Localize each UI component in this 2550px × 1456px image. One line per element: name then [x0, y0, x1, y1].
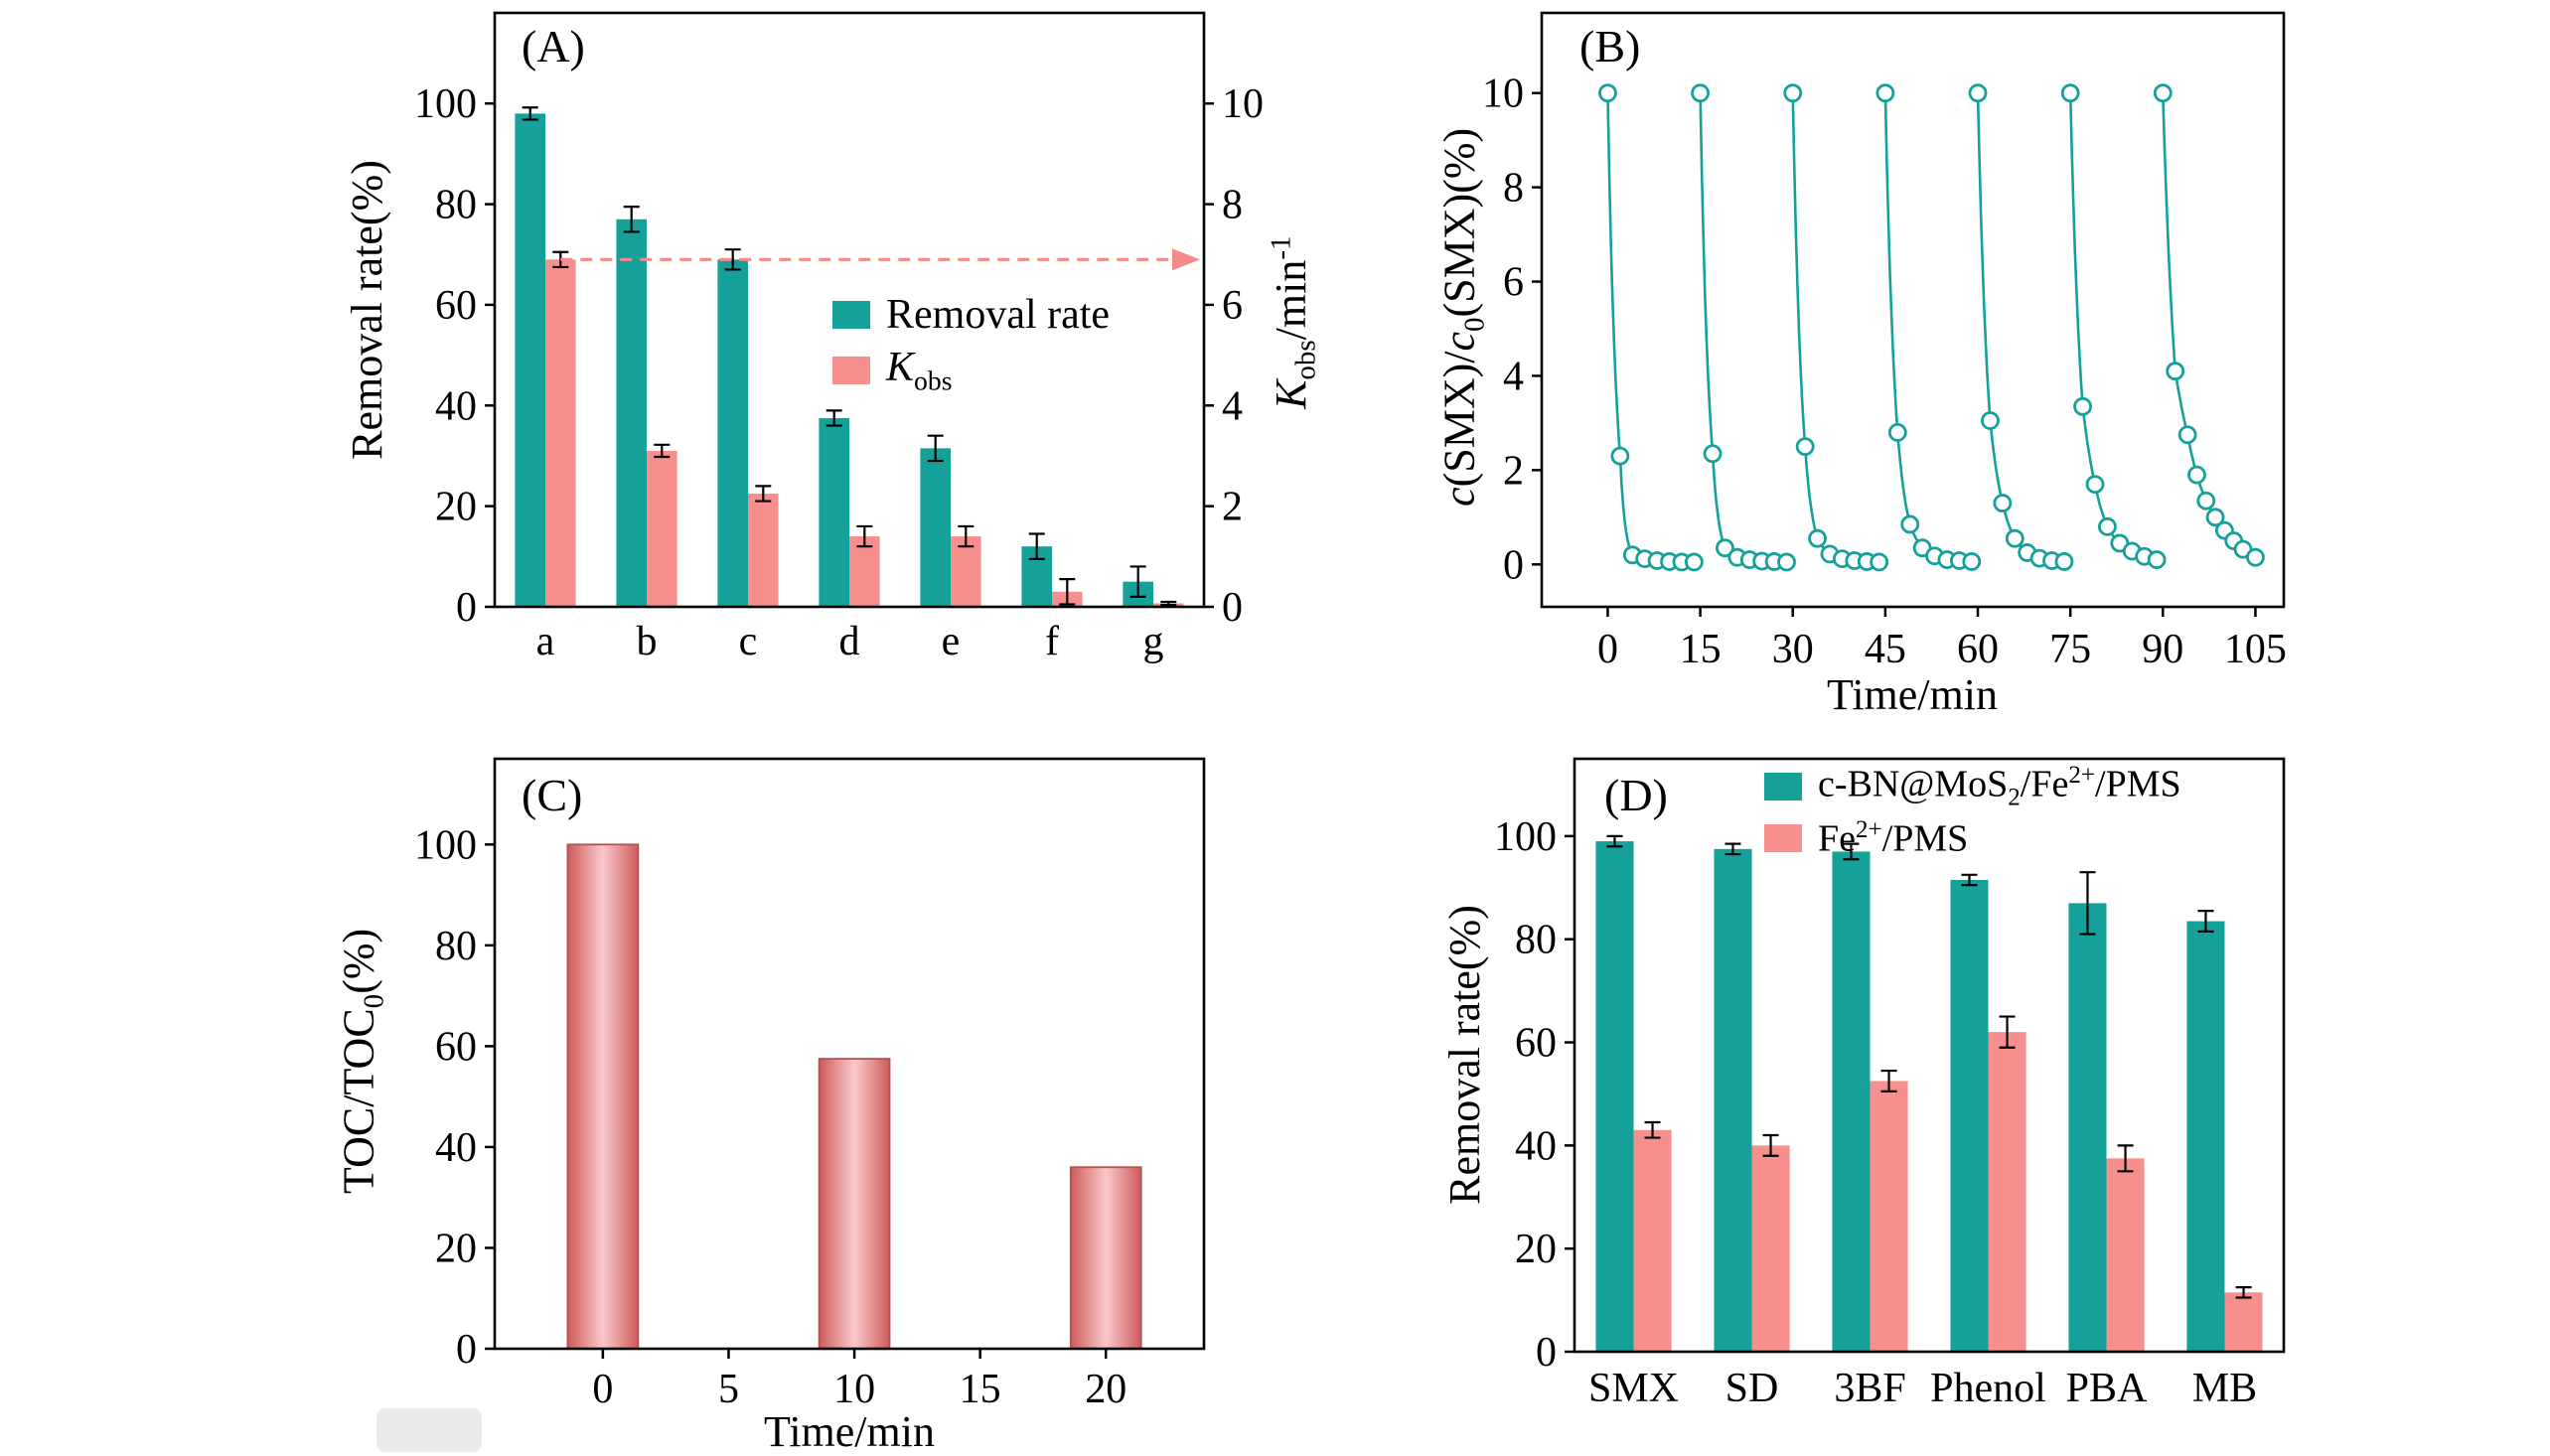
svg-text:15: 15	[1680, 627, 1722, 672]
svg-text:6: 6	[1503, 260, 1524, 306]
svg-text:100: 100	[1494, 814, 1557, 860]
removal-rate-swatch	[832, 301, 870, 329]
panel-a-y-right-title: Kobs/min-1	[1265, 235, 1322, 410]
svg-text:a: a	[536, 619, 555, 664]
svg-text:8: 8	[1503, 166, 1524, 212]
svg-text:75: 75	[2049, 627, 2091, 672]
panel-b-chart: 0 15 30 45 60 75 90 105 0 2 4 6 8 10	[1482, 11, 2287, 672]
panel-b-x-title: Time/min	[1827, 670, 1998, 719]
panel-d-chart: 0 20 40 60 80 100 SMX SD 3BF Phenol PBA MB	[1494, 757, 2286, 1411]
svg-text:15: 15	[960, 1367, 1001, 1412]
legend-item-kobs: Kobs	[832, 343, 1110, 398]
svg-text:90: 90	[2142, 627, 2183, 672]
panel-c-chart: 0 5 10 15 20 0 20 40 60 80 100	[414, 757, 1206, 1412]
panel-c-x-title: Time/min	[764, 1407, 935, 1456]
panel-a-y-left-title: Removal rate(%)	[343, 160, 391, 460]
fe-pms-swatch	[1764, 824, 1802, 852]
panel-a: 0 20 40 60 80 100 0 2 4 6 8 10 a b c d e f g (A) Removal r…	[328, 0, 1322, 725]
svg-text:e: e	[942, 619, 961, 664]
svg-text:MB: MB	[2192, 1366, 2257, 1411]
svg-text:0: 0	[1222, 585, 1243, 631]
svg-text:0: 0	[1503, 542, 1524, 588]
panel-b-label: (B)	[1579, 21, 1641, 72]
svg-text:20: 20	[1515, 1227, 1557, 1272]
svg-text:80: 80	[435, 183, 477, 228]
kobs-symbol: K	[1266, 379, 1315, 410]
kobs-swatch	[832, 357, 870, 384]
svg-text:20: 20	[435, 485, 477, 530]
svg-text:60: 60	[435, 1024, 477, 1070]
svg-text:20: 20	[435, 1226, 477, 1271]
svg-text:0: 0	[592, 1367, 613, 1412]
svg-text:0: 0	[456, 585, 477, 631]
panel-c-label: (C)	[522, 770, 583, 820]
svg-text:6: 6	[1222, 283, 1243, 329]
svg-text:10: 10	[1222, 81, 1264, 127]
panel-a-legend: Removal rate Kobs	[832, 287, 1110, 398]
legend-item-removal-rate: Removal rate	[832, 287, 1110, 343]
svg-text:0: 0	[1536, 1330, 1557, 1376]
svg-text:f: f	[1045, 619, 1059, 664]
panel-a-chart: 0 20 40 60 80 100 0 2 4 6 8 10 a b c d e f g	[414, 11, 1264, 664]
panel-a-label: (A)	[522, 21, 585, 72]
svg-text:3BF: 3BF	[1834, 1366, 1905, 1411]
svg-text:c: c	[739, 619, 758, 664]
svg-text:b: b	[637, 619, 658, 664]
panel-d: 0 20 40 60 80 100 SMX SD 3BF Phenol PBA MB (D) Remo…	[1391, 745, 2483, 1455]
svg-text:2: 2	[1503, 448, 1524, 494]
svg-text:d: d	[839, 619, 860, 664]
kobs-label: Kobs	[886, 345, 953, 396]
svg-text:100: 100	[414, 822, 477, 868]
svg-text:PBA: PBA	[2066, 1366, 2148, 1411]
svg-text:SMX: SMX	[1588, 1366, 1679, 1411]
svg-text:40: 40	[435, 383, 477, 429]
svg-text:20: 20	[1085, 1367, 1126, 1412]
svg-text:2: 2	[1222, 485, 1243, 530]
legend-item-cbn-mos2: c-BN@MoS2/Fe2+/PMS	[1764, 761, 2181, 812]
svg-text:45: 45	[1865, 627, 1906, 672]
svg-text:100: 100	[414, 81, 477, 127]
svg-text:60: 60	[1515, 1021, 1557, 1067]
removal-rate-label: Removal rate	[886, 292, 1111, 338]
cbn-mos2-label: c-BN@MoS2/Fe2+/PMS	[1818, 761, 2181, 811]
panel-d-label: (D)	[1604, 770, 1668, 820]
svg-text:4: 4	[1222, 383, 1243, 429]
cbn-mos2-swatch	[1764, 773, 1802, 801]
fe-pms-label: Fe2+/PMS	[1818, 815, 1969, 860]
svg-text:0: 0	[456, 1327, 477, 1373]
svg-text:4: 4	[1503, 354, 1524, 399]
svg-text:80: 80	[1515, 918, 1557, 963]
svg-text:5: 5	[718, 1367, 739, 1412]
svg-text:60: 60	[435, 283, 477, 329]
panel-d-legend: c-BN@MoS2/Fe2+/PMS Fe2+/PMS	[1764, 761, 2181, 864]
svg-text:40: 40	[435, 1125, 477, 1171]
legend-item-fe-pms: Fe2+/PMS	[1764, 812, 2181, 864]
svg-text:10: 10	[1482, 72, 1524, 117]
svg-text:SD: SD	[1725, 1366, 1779, 1411]
panel-c-y-title: TOC/TOC0(%)	[334, 928, 390, 1194]
svg-text:40: 40	[1515, 1123, 1557, 1169]
panel-b-y-title: c(SMX)/c0(SMX)(%)	[1434, 127, 1491, 507]
svg-text:30: 30	[1772, 627, 1814, 672]
panel-c: 0 5 10 15 20 0 20 40 60 80 100 (C) TOC/TOC0(%) Tim…	[328, 745, 1321, 1456]
svg-text:Phenol: Phenol	[1930, 1366, 2046, 1411]
panel-b: 0 15 30 45 60 75 90 105 0 2 4 6 8 10 (B) c(SMX)/c0(SM…	[1391, 0, 2483, 725]
svg-text:8: 8	[1222, 183, 1243, 228]
svg-text:60: 60	[1957, 627, 1999, 672]
svg-text:80: 80	[435, 924, 477, 969]
svg-text:10: 10	[833, 1367, 875, 1412]
svg-text:g: g	[1143, 619, 1164, 664]
svg-text:0: 0	[1597, 627, 1618, 672]
svg-text:105: 105	[2224, 627, 2287, 672]
watermark	[376, 1408, 482, 1452]
panel-d-y-title: Removal rate(%)	[1440, 905, 1489, 1205]
